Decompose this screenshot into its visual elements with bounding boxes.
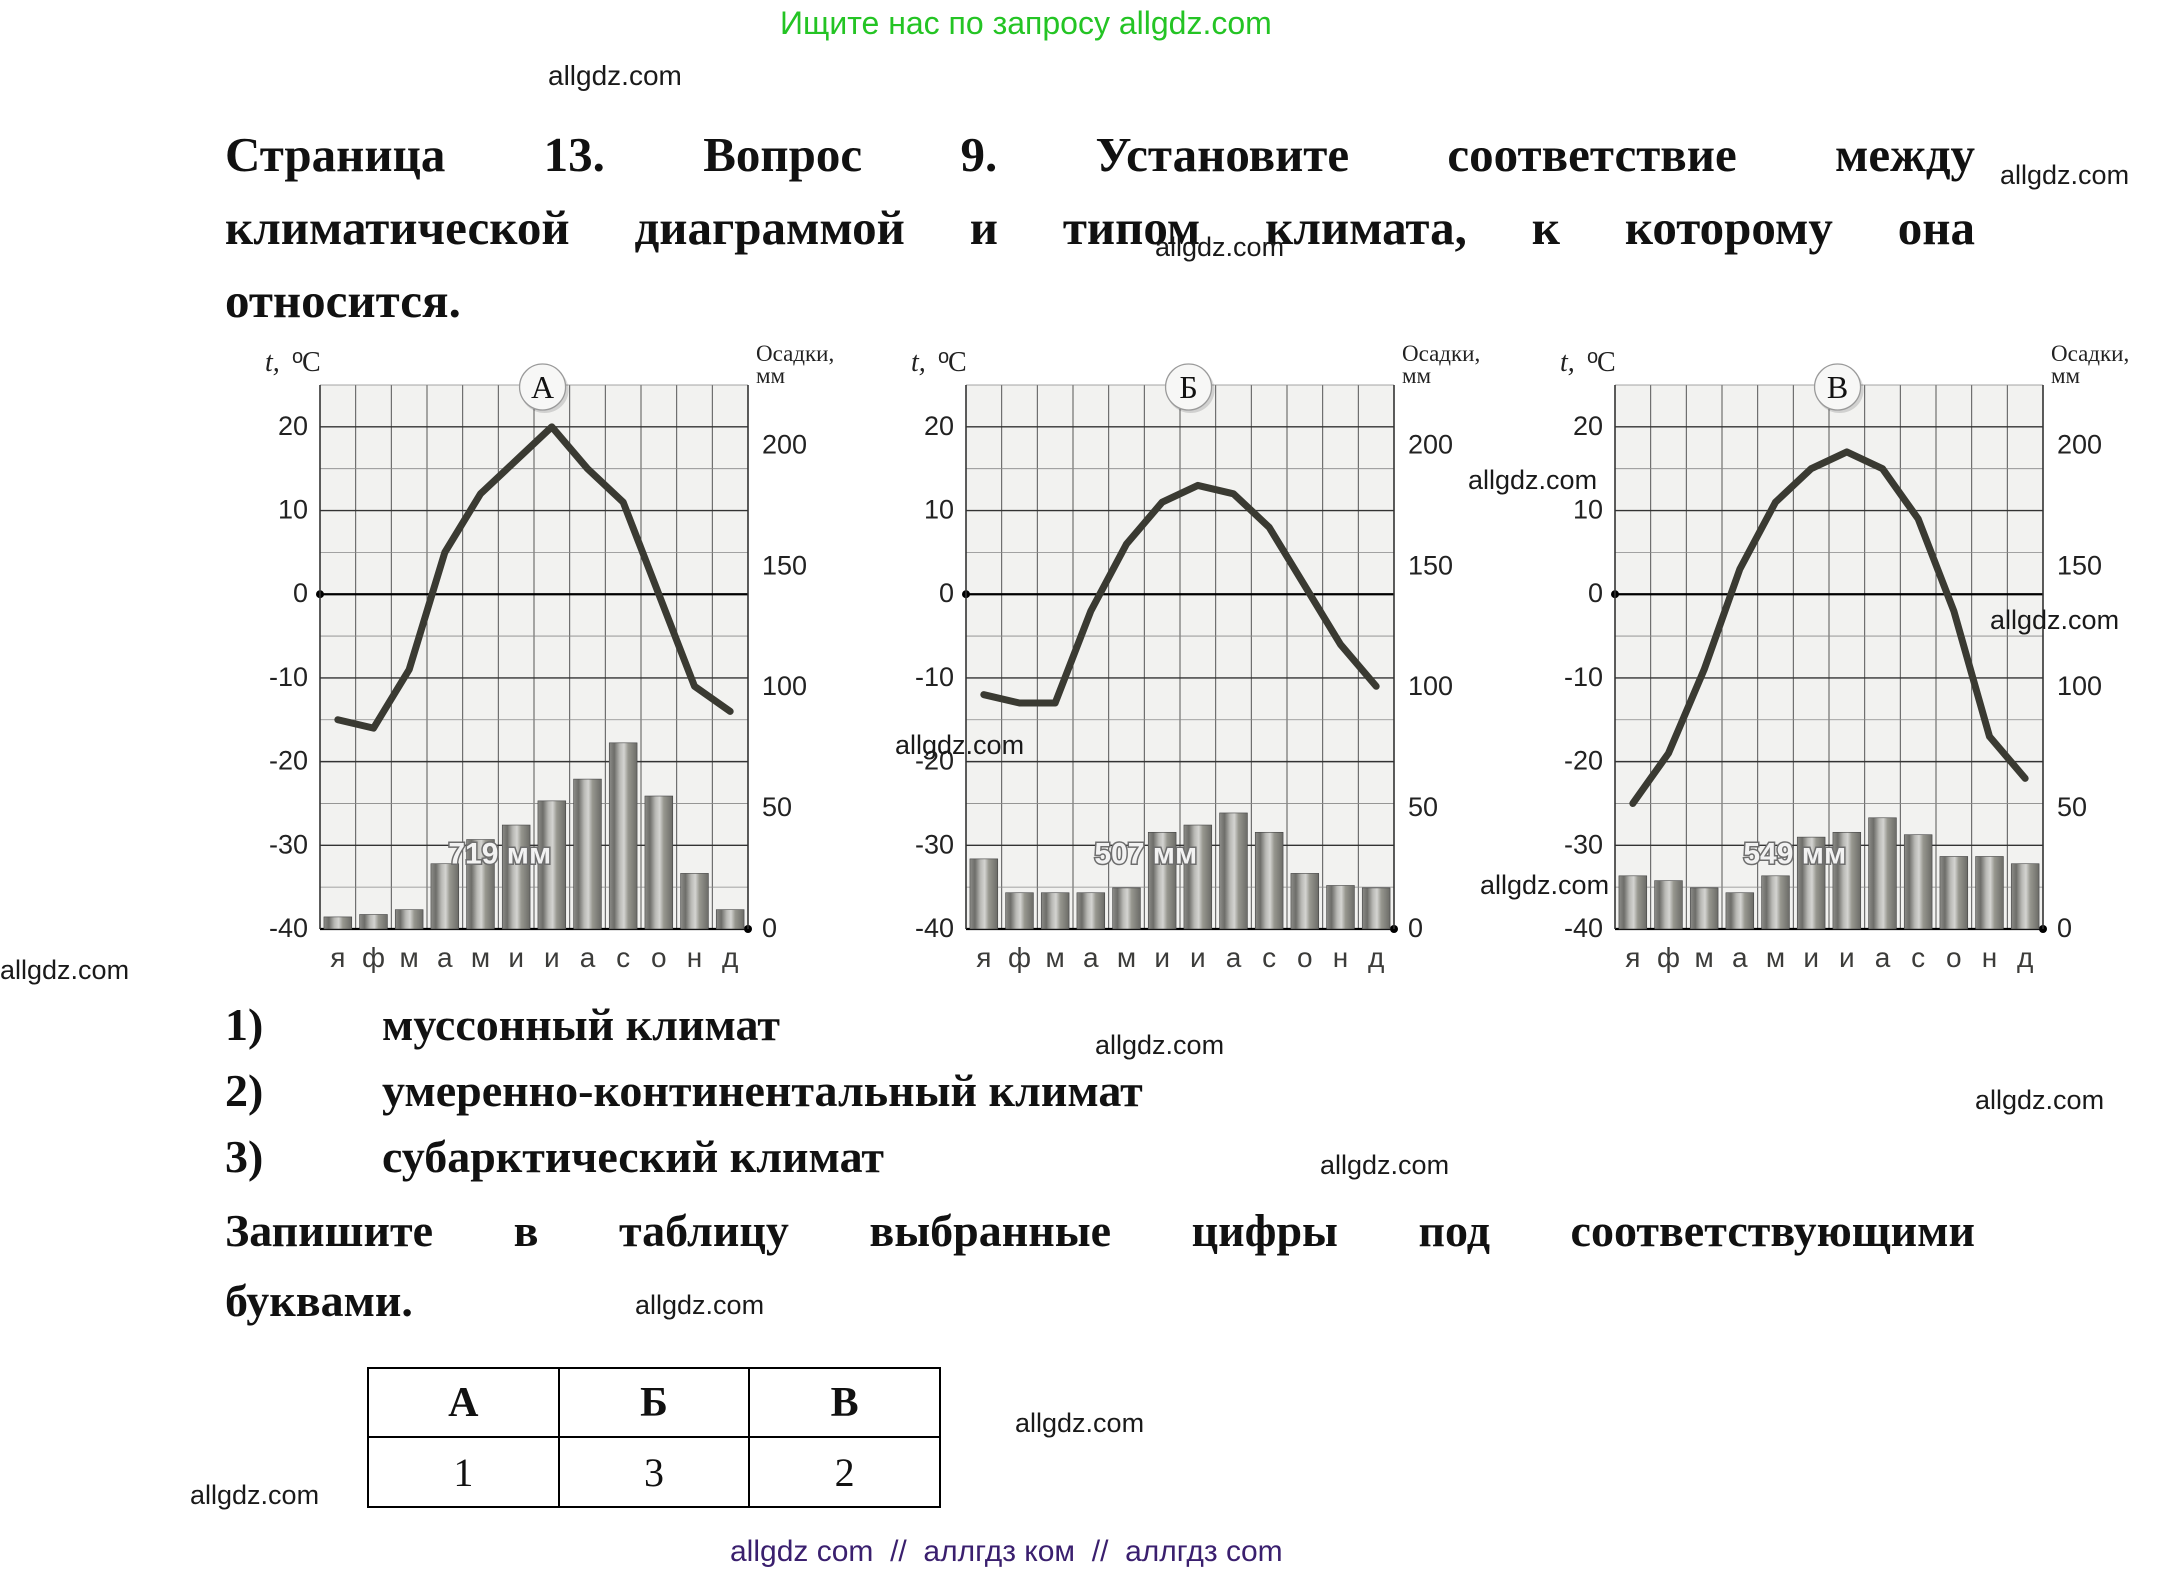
svg-text:мм: мм [1402, 363, 1432, 388]
svg-text:50: 50 [762, 792, 792, 822]
svg-text:150: 150 [762, 550, 807, 580]
svg-text:0: 0 [2057, 913, 2072, 943]
svg-text:Б: Б [1179, 369, 1197, 405]
svg-text:0: 0 [293, 578, 308, 608]
svg-text:50: 50 [2057, 792, 2087, 822]
svg-text:В: В [1827, 369, 1848, 405]
svg-text:-30: -30 [915, 829, 954, 859]
svg-text:t,: t, [265, 347, 280, 378]
svg-text:м: м [471, 942, 490, 973]
svg-text:-40: -40 [269, 913, 308, 943]
svg-text:100: 100 [762, 671, 807, 701]
svg-text:о: о [1946, 942, 1962, 973]
svg-text:я: я [1625, 942, 1640, 973]
svg-text:д: д [1368, 942, 1384, 973]
svg-text:-20: -20 [1564, 746, 1603, 776]
svg-text:а: а [1083, 942, 1099, 973]
svg-text:200: 200 [762, 429, 807, 459]
svg-text:200: 200 [1408, 429, 1453, 459]
svg-text:А: А [531, 369, 554, 405]
svg-text:и: и [1190, 942, 1206, 973]
svg-text:20: 20 [278, 411, 308, 441]
svg-text:м: м [1695, 942, 1714, 973]
svg-text:0: 0 [1588, 578, 1603, 608]
svg-text:а: а [1732, 942, 1748, 973]
svg-text:-30: -30 [1564, 829, 1603, 859]
svg-text:20: 20 [924, 411, 954, 441]
svg-text:ф: ф [1657, 942, 1680, 973]
svg-text:100: 100 [2057, 671, 2102, 701]
svg-text:10: 10 [278, 495, 308, 525]
svg-text:и: и [544, 942, 560, 973]
svg-text:ф: ф [1008, 942, 1031, 973]
svg-text:549 мм: 549 мм [1743, 838, 1846, 871]
svg-text:мм: мм [2051, 363, 2081, 388]
svg-text:719 мм: 719 мм [448, 838, 551, 871]
svg-text:C: C [1597, 347, 1616, 378]
svg-text:и: и [1803, 942, 1819, 973]
svg-text:-10: -10 [915, 662, 954, 692]
svg-text:и: и [508, 942, 524, 973]
svg-text:t,: t, [1560, 347, 1575, 378]
svg-text:10: 10 [924, 495, 954, 525]
svg-text:д: д [2017, 942, 2033, 973]
svg-text:с: с [1911, 942, 1925, 973]
svg-text:-30: -30 [269, 829, 308, 859]
svg-text:о: о [651, 942, 667, 973]
svg-text:-40: -40 [1564, 913, 1603, 943]
svg-text:0: 0 [1408, 913, 1423, 943]
svg-text:-10: -10 [1564, 662, 1603, 692]
svg-text:100: 100 [1408, 671, 1453, 701]
svg-text:150: 150 [1408, 550, 1453, 580]
svg-text:а: а [1226, 942, 1242, 973]
svg-text:я: я [330, 942, 345, 973]
svg-text:0: 0 [939, 578, 954, 608]
svg-text:м: м [1046, 942, 1065, 973]
svg-text:-10: -10 [269, 662, 308, 692]
svg-text:200: 200 [2057, 429, 2102, 459]
svg-text:н: н [687, 942, 702, 973]
svg-text:а: а [1875, 942, 1891, 973]
svg-text:150: 150 [2057, 550, 2102, 580]
svg-text:а: а [437, 942, 453, 973]
svg-text:C: C [302, 347, 321, 378]
svg-text:ф: ф [362, 942, 385, 973]
svg-text:н: н [1333, 942, 1348, 973]
svg-text:-20: -20 [269, 746, 308, 776]
svg-text:0: 0 [762, 913, 777, 943]
svg-text:мм: мм [756, 363, 786, 388]
svg-text:а: а [580, 942, 596, 973]
svg-text:507 мм: 507 мм [1094, 838, 1197, 871]
svg-text:д: д [722, 942, 738, 973]
svg-text:м: м [1766, 942, 1785, 973]
svg-text:-40: -40 [915, 913, 954, 943]
svg-text:м: м [400, 942, 419, 973]
svg-text:с: с [616, 942, 630, 973]
svg-text:и: и [1839, 942, 1855, 973]
svg-text:и: и [1154, 942, 1170, 973]
svg-text:t,: t, [911, 347, 926, 378]
svg-text:с: с [1262, 942, 1276, 973]
svg-text:C: C [948, 347, 967, 378]
svg-text:50: 50 [1408, 792, 1438, 822]
svg-text:20: 20 [1573, 411, 1603, 441]
svg-text:я: я [976, 942, 991, 973]
svg-text:о: о [1297, 942, 1313, 973]
svg-text:10: 10 [1573, 495, 1603, 525]
svg-text:н: н [1982, 942, 1997, 973]
svg-text:м: м [1117, 942, 1136, 973]
